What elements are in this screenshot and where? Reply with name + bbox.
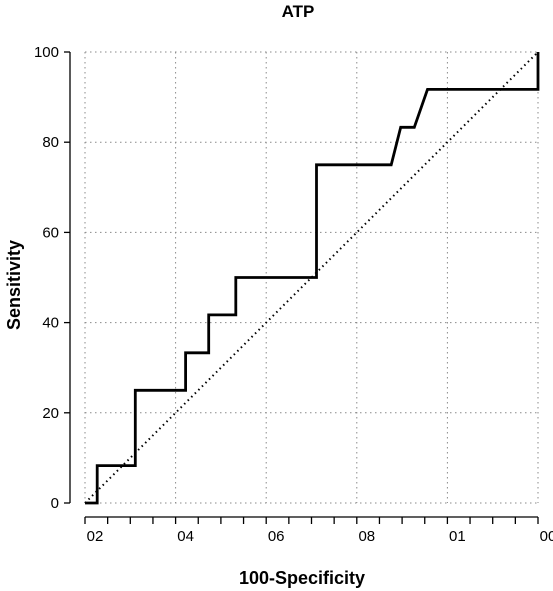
x-tick-label: 08 bbox=[358, 528, 375, 545]
y-tick-label: 80 bbox=[42, 134, 59, 151]
x-tick-label: 02 bbox=[87, 528, 104, 545]
chart-title: ATP bbox=[282, 2, 315, 21]
y-tick-label: 100 bbox=[34, 44, 59, 61]
series bbox=[84, 51, 540, 505]
roc-curve bbox=[85, 52, 540, 505]
y-axis-title: Sensitivity bbox=[4, 240, 24, 330]
y-tick-label: 20 bbox=[42, 405, 59, 422]
y-tick-label: 0 bbox=[51, 495, 59, 512]
grid bbox=[84, 51, 539, 504]
x-tick-label: 01 bbox=[449, 528, 466, 545]
y-tick-label: 60 bbox=[42, 224, 59, 241]
axes bbox=[64, 51, 539, 524]
y-tick-label: 40 bbox=[42, 315, 59, 332]
x-tick-label: 00 bbox=[540, 528, 553, 545]
x-tick-label: 04 bbox=[177, 528, 194, 545]
x-tick-label: 06 bbox=[268, 528, 285, 545]
x-axis-title: 100-Specificity bbox=[239, 568, 365, 588]
